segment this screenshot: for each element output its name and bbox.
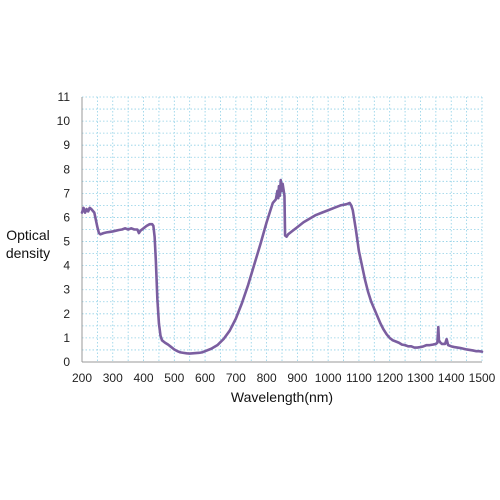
series-line: [80, 178, 484, 355]
y-tick-label: 3: [63, 283, 70, 297]
x-tick-label: 600: [195, 371, 215, 385]
y-axis-title-line1: Optical: [6, 227, 50, 243]
y-tick-label: 6: [63, 210, 70, 224]
x-tick-label: 900: [287, 371, 307, 385]
x-tick-label: 1400: [438, 371, 465, 385]
x-tick-label: 200: [72, 371, 92, 385]
x-tick-label: 1200: [376, 371, 403, 385]
x-tick-label: 800: [257, 371, 277, 385]
y-tick-label: 9: [63, 138, 70, 152]
y-axis-title-line2: density: [6, 245, 50, 261]
y-tick-labels: 0 1 2 3 4 5 6 7 8 9 10 11: [57, 90, 71, 369]
x-tick-label: 1500: [469, 371, 496, 385]
axes: [81, 97, 482, 363]
y-tick-label: 2: [63, 307, 70, 321]
y-tick-label: 1: [63, 331, 70, 345]
x-tick-label: 1300: [407, 371, 434, 385]
y-tick-label: 0: [63, 355, 70, 369]
x-tick-label: 300: [103, 371, 123, 385]
y-tick-label: 11: [58, 90, 71, 104]
y-tick-label: 10: [57, 114, 71, 128]
y-tick-label: 5: [63, 235, 70, 249]
x-tick-label: 400: [134, 371, 154, 385]
x-axis-title: Wavelength(nm): [231, 389, 333, 405]
x-tick-label: 700: [226, 371, 246, 385]
x-tick-label: 1100: [346, 371, 372, 385]
x-tick-label: 1000: [315, 371, 342, 385]
y-tick-label: 8: [63, 162, 70, 176]
y-tick-label: 4: [63, 259, 70, 273]
y-tick-label: 7: [63, 186, 70, 200]
x-tick-labels: 200 300 400 500 600 700 800 900 1000 1100 1200 1300…: [72, 371, 496, 385]
x-tick-label: 500: [164, 371, 184, 385]
